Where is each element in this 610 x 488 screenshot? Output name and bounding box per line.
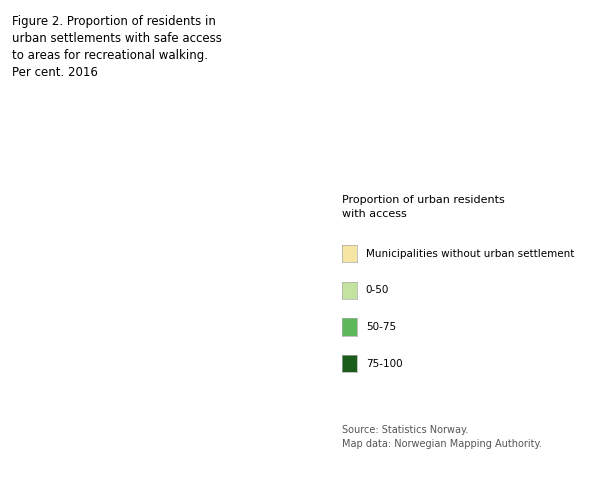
- Text: Proportion of urban residents
with access: Proportion of urban residents with acces…: [342, 195, 504, 219]
- Text: 0-50: 0-50: [366, 285, 389, 295]
- Text: Figure 2. Proportion of residents in
urban settlements with safe access
to areas: Figure 2. Proportion of residents in urb…: [12, 15, 222, 79]
- Text: 50-75: 50-75: [366, 322, 396, 332]
- Text: 75-100: 75-100: [366, 359, 403, 368]
- Text: Source: Statistics Norway.
Map data: Norwegian Mapping Authority.: Source: Statistics Norway. Map data: Nor…: [342, 425, 542, 448]
- Text: Municipalities without urban settlement: Municipalities without urban settlement: [366, 249, 574, 259]
